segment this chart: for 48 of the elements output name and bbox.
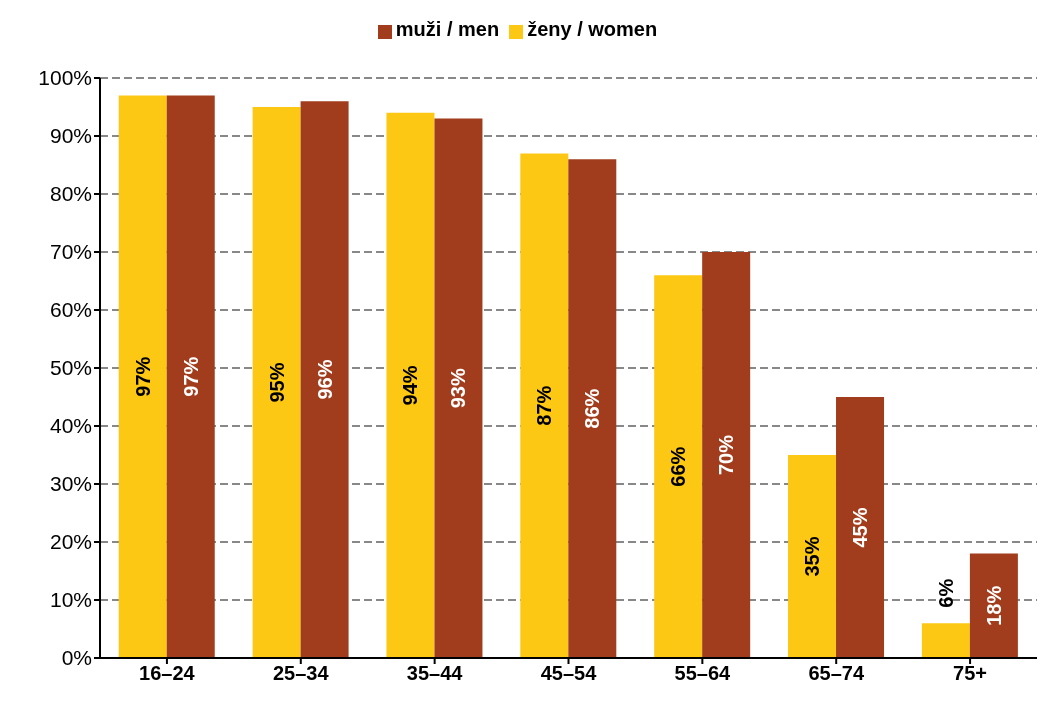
data-label: 95%	[265, 362, 288, 403]
x-tick-label: 75+	[953, 662, 988, 685]
bar	[836, 397, 885, 658]
data-label: 94%	[399, 365, 422, 406]
data-label: 66%	[667, 446, 690, 487]
bar	[118, 95, 167, 658]
data-label: 93%	[447, 368, 470, 409]
x-tick-label: 16–24	[139, 662, 196, 685]
data-label: 70%	[715, 434, 738, 476]
x-tick-label: 55–64	[674, 662, 732, 685]
y-tick-label: 80%	[49, 182, 92, 206]
bar	[702, 252, 751, 658]
bar	[434, 118, 483, 658]
data-label: 6%	[934, 578, 957, 608]
bar	[654, 275, 703, 658]
data-label: 18%	[982, 585, 1005, 626]
y-tick-label: 50%	[49, 356, 92, 380]
data-label: 87%	[533, 385, 556, 426]
x-tick-label: 45–54	[540, 662, 598, 685]
x-tick-label: 65–74	[808, 662, 865, 685]
bar	[788, 455, 837, 658]
legend-label: muži / men	[395, 18, 500, 40]
bar	[252, 107, 301, 658]
y-tick-label: 100%	[38, 66, 92, 90]
data-label: 97%	[131, 356, 154, 397]
data-label: 96%	[313, 359, 336, 400]
data-label: 97%	[179, 356, 202, 397]
bar	[969, 553, 1018, 658]
y-tick-label: 40%	[49, 414, 92, 438]
y-tick-label: 60%	[49, 298, 92, 322]
y-tick-label: 90%	[49, 124, 92, 148]
y-tick-label: 0%	[61, 646, 92, 670]
bar	[300, 101, 349, 658]
y-tick-label: 20%	[49, 530, 92, 554]
x-tick-label: 35–44	[406, 662, 464, 685]
data-label: 86%	[581, 388, 604, 429]
y-tick-label: 70%	[49, 240, 92, 264]
data-label: 45%	[849, 507, 872, 548]
bar	[921, 623, 970, 658]
bar	[520, 153, 569, 658]
bar	[386, 112, 435, 658]
bar	[166, 95, 215, 658]
y-tick-label: 30%	[49, 472, 92, 496]
legend-label: ženy / women	[527, 18, 658, 40]
bar	[568, 159, 617, 658]
y-tick-label: 10%	[49, 588, 92, 612]
x-tick-label: 25–34	[272, 662, 330, 685]
data-label: 35%	[801, 536, 824, 577]
